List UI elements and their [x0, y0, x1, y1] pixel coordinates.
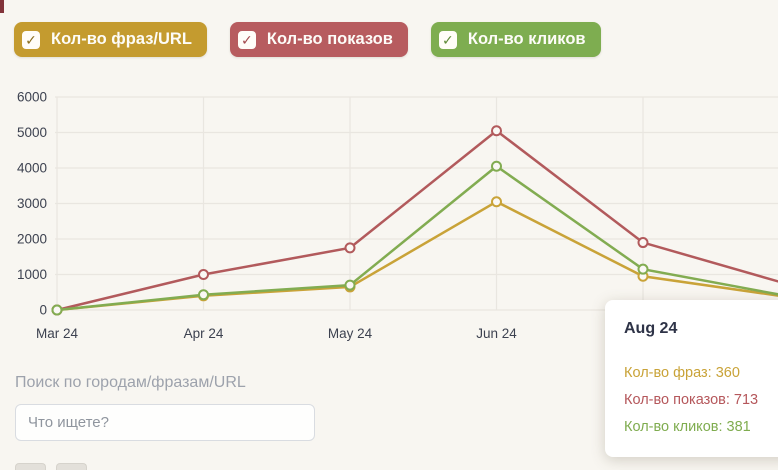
legend-label: Кол-во фраз/URL	[51, 30, 192, 48]
data-point[interactable]	[198, 269, 209, 280]
data-point[interactable]	[344, 242, 356, 254]
x-axis-tick-label: Mar 24	[36, 326, 79, 341]
legend-label: Кол-во показов	[266, 30, 393, 48]
tooltip-row-impressions: Кол-во показов: 713	[624, 392, 759, 408]
y-axis-tick-label: 1000	[17, 267, 47, 282]
y-axis-tick-label: 6000	[17, 90, 47, 105]
cropped-edge-element	[0, 0, 4, 13]
data-point[interactable]	[491, 160, 502, 172]
data-point[interactable]	[637, 263, 649, 275]
cropped-button-2[interactable]	[56, 463, 87, 470]
tooltip-row-clicks: Кол-во кликов: 381	[624, 419, 751, 435]
series-line	[56, 129, 778, 312]
y-axis-tick-label: 3000	[17, 196, 47, 211]
cropped-button-1[interactable]	[15, 463, 46, 470]
data-point[interactable]	[491, 196, 502, 208]
tooltip-row-phrases: Кол-во фраз: 360	[624, 365, 740, 381]
legend-label: Кол-во кликов	[467, 30, 586, 48]
legend-toggle-clicks[interactable]: ✓ Кол-во кликов	[430, 22, 601, 57]
legend-toggle-impressions[interactable]: ✓ Кол-во показов	[229, 22, 408, 57]
search-input[interactable]	[15, 404, 315, 441]
checkbox-checked-icon: ✓	[22, 30, 40, 49]
checkbox-checked-icon: ✓	[237, 30, 256, 49]
series-line	[56, 200, 778, 312]
legend-toggle-phrases[interactable]: ✓ Кол-во фраз/URL	[14, 22, 207, 57]
data-point[interactable]	[491, 125, 502, 137]
data-point[interactable]	[51, 304, 63, 316]
search-label: Поиск по городам/фразам/URL	[15, 374, 246, 391]
data-point[interactable]	[198, 289, 209, 301]
series-line	[56, 164, 778, 312]
x-axis-tick-label: Apr 24	[184, 326, 224, 341]
y-axis-tick-label: 2000	[17, 232, 47, 247]
x-axis-tick-label: May 24	[328, 326, 373, 341]
chart-tooltip: Aug 24 Кол-во фраз: 360 Кол-во показов: …	[605, 300, 778, 457]
y-axis-tick-label: 4000	[17, 161, 47, 176]
x-axis-tick-label: Jun 24	[476, 326, 517, 341]
tooltip-title: Aug 24	[624, 320, 678, 337]
y-axis-tick-label: 5000	[17, 125, 47, 140]
data-point[interactable]	[637, 237, 649, 249]
y-axis-tick-label: 0	[39, 303, 47, 318]
checkbox-checked-icon: ✓	[438, 30, 457, 49]
data-point[interactable]	[344, 279, 356, 291]
chart-legend: ✓ Кол-во фраз/URL ✓ Кол-во показов ✓ Кол…	[14, 22, 601, 57]
